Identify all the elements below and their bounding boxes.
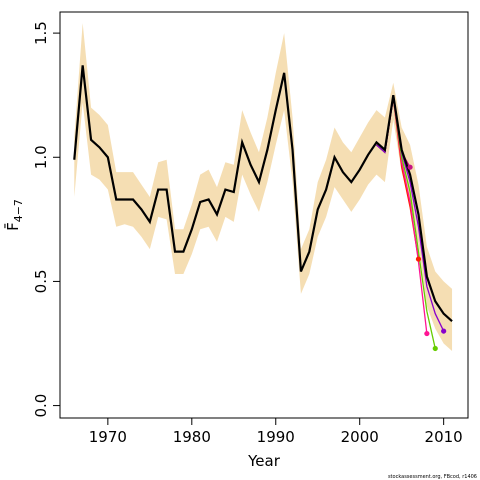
y-axis-label-sub: 4−7 [12, 199, 25, 222]
retro-end-point [407, 164, 413, 170]
series-line [73, 65, 453, 322]
x-tick-label: 2010 [425, 428, 463, 446]
y-tick-label: 0.0 [32, 394, 50, 418]
retro-end-point [424, 330, 430, 337]
x-tick-label: 1970 [89, 428, 127, 446]
retro-end-point [432, 345, 438, 352]
plot-frame [59, 11, 469, 419]
y-axis-label: F̄4−7 [3, 199, 25, 231]
x-tick-label: 1980 [173, 428, 211, 446]
x-tick-label: 1990 [257, 428, 295, 446]
x-axis-label: Year [247, 452, 281, 470]
confidence-band [74, 23, 453, 351]
y-tick-label: 1.0 [32, 145, 50, 169]
y-axis-label-main: F̄ [3, 222, 22, 231]
y-tick-label: 1.5 [32, 21, 50, 45]
retro-end-point [415, 256, 422, 262]
y-tick-label: 0.5 [32, 269, 50, 293]
footer: stockassessment.org, FBcod, r1406 [388, 474, 477, 480]
x-tick-label: 2000 [341, 428, 379, 446]
retro-end-point [441, 328, 447, 334]
